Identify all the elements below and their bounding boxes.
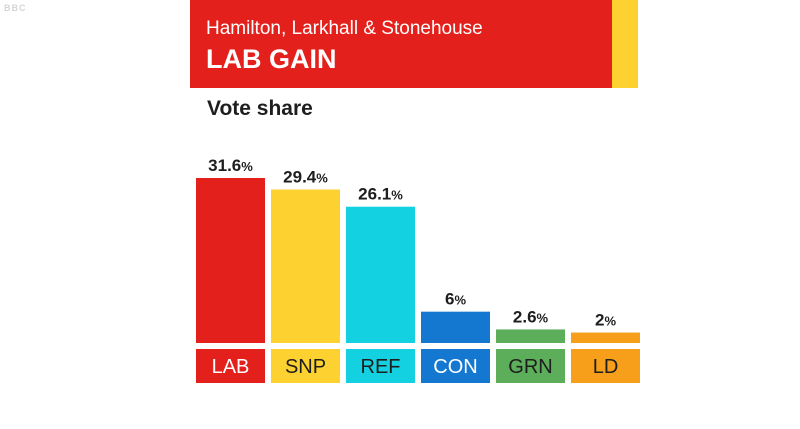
value-label-snp: 29.4% xyxy=(283,167,328,186)
bar-snp xyxy=(271,189,340,343)
result-headline: LAB GAIN xyxy=(206,44,337,74)
constituency-name: Hamilton, Larkhall & Stonehouse xyxy=(206,18,483,39)
header-accent-stripe xyxy=(612,0,638,88)
bar-grn xyxy=(496,329,565,343)
party-label-ref: REF xyxy=(361,356,401,378)
bbc-logo: BBC xyxy=(4,3,27,13)
bar-ref xyxy=(346,206,415,343)
party-box-lab xyxy=(196,349,265,383)
party-box-snp xyxy=(271,349,340,383)
party-label-snp: SNP xyxy=(285,356,326,378)
header-band xyxy=(190,0,612,88)
value-label-ld: 2% xyxy=(595,311,616,330)
bar-con xyxy=(421,311,490,343)
party-box-ref xyxy=(346,349,415,383)
chart-title: Vote share xyxy=(207,97,313,120)
party-box-con xyxy=(421,349,490,383)
value-label-con: 6% xyxy=(445,290,466,309)
bar-lab xyxy=(196,178,265,343)
value-label-lab: 31.6% xyxy=(208,156,253,175)
party-box-ld xyxy=(571,349,640,383)
party-box-grn xyxy=(496,349,565,383)
party-label-grn: GRN xyxy=(508,356,552,378)
party-label-lab: LAB xyxy=(212,356,250,378)
party-label-ld: LD xyxy=(593,356,619,378)
value-label-grn: 2.6% xyxy=(513,307,549,326)
party-label-con: CON xyxy=(433,356,477,378)
bar-ld xyxy=(571,332,640,343)
value-label-ref: 26.1% xyxy=(358,185,403,204)
